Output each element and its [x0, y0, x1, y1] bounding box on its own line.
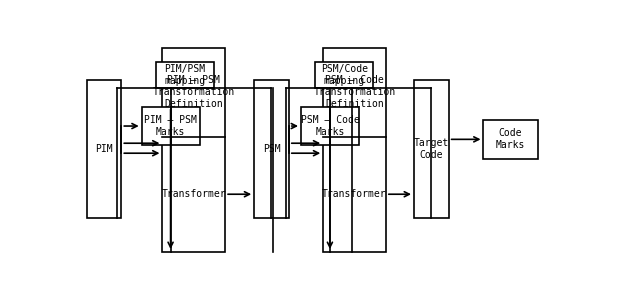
Bar: [414, 80, 449, 217]
Bar: [315, 62, 373, 88]
Bar: [254, 80, 289, 217]
Text: PSM – Code
Marks: PSM – Code Marks: [300, 115, 359, 137]
Text: PSM – Code
Transformation
Definition: PSM – Code Transformation Definition: [313, 75, 396, 109]
Text: Code
Marks: Code Marks: [496, 128, 525, 150]
Bar: [301, 107, 359, 145]
Bar: [156, 62, 214, 88]
Text: PSM/Code
mapping: PSM/Code mapping: [321, 64, 368, 86]
Text: PIM – PSM
Marks: PIM – PSM Marks: [144, 115, 197, 137]
Bar: [323, 48, 386, 252]
Bar: [141, 107, 199, 145]
Bar: [483, 120, 538, 159]
Text: Transformer: Transformer: [161, 189, 226, 199]
Text: PIM: PIM: [95, 144, 113, 154]
Text: PSM: PSM: [263, 144, 280, 154]
Text: PIM/PSM
mapping: PIM/PSM mapping: [164, 64, 206, 86]
Text: PIM – PSM
Transformation
Definition: PIM – PSM Transformation Definition: [153, 75, 235, 109]
Text: Transformer: Transformer: [322, 189, 387, 199]
Bar: [163, 48, 225, 252]
Text: Target
Code: Target Code: [414, 138, 449, 160]
Bar: [87, 80, 121, 217]
